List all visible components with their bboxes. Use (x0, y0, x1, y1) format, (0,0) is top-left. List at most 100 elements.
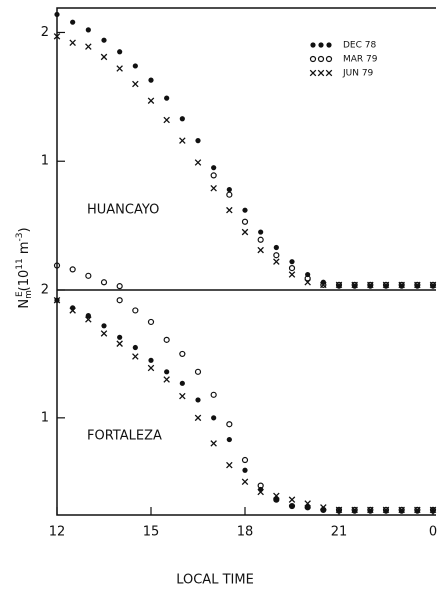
data-point (351, 506, 358, 513)
y-tick-label: 1 (41, 410, 49, 425)
data-point (226, 421, 233, 428)
data-point (132, 307, 139, 314)
data-point (163, 116, 170, 124)
y-axis-label-part: E (15, 291, 25, 297)
data-point (226, 206, 233, 214)
data-point (226, 186, 232, 193)
data-point (382, 281, 390, 289)
data-point (132, 353, 139, 360)
legend-marker (325, 69, 333, 77)
data-point (179, 350, 186, 358)
y-tick-label: 2 (41, 283, 49, 298)
data-point (273, 496, 280, 503)
data-point (179, 137, 186, 144)
data-point (382, 281, 390, 288)
data-point (241, 218, 249, 225)
data-point (398, 281, 405, 288)
data-point (242, 207, 248, 213)
data-point (257, 246, 264, 254)
data-point (132, 63, 138, 69)
legend-marker (309, 55, 317, 63)
data-point (70, 19, 76, 25)
data-point (288, 496, 296, 503)
data-point (367, 281, 374, 289)
data-point (53, 262, 61, 269)
data-point (273, 497, 279, 503)
data-point (210, 172, 217, 179)
data-point (304, 504, 311, 511)
x-tick-label: 18 (237, 525, 254, 540)
data-point (429, 281, 437, 288)
data-point (367, 506, 374, 514)
legend-marker (310, 42, 316, 48)
data-point (335, 281, 343, 288)
data-point (211, 415, 217, 421)
y-axis-label-part: -3 (15, 233, 25, 242)
y-tick-label: 2 (41, 25, 49, 40)
data-point (351, 281, 358, 289)
data-point (85, 272, 92, 279)
data-point (429, 281, 437, 289)
data-point (226, 461, 233, 469)
data-point (117, 49, 123, 55)
data-point (147, 97, 155, 104)
data-point (414, 506, 421, 514)
data-point (241, 228, 249, 236)
legend-marker (309, 69, 317, 77)
data-point (257, 488, 264, 496)
data-point (195, 138, 201, 144)
data-point (53, 33, 61, 40)
data-point (273, 244, 279, 251)
data-point (179, 392, 186, 400)
data-point (367, 281, 374, 288)
data-point (116, 340, 123, 347)
data-point (304, 275, 311, 282)
data-point (398, 506, 405, 514)
x-tick-label: 0 (429, 525, 437, 540)
data-point (194, 414, 202, 422)
y-axis-label-part: N (17, 299, 32, 309)
data-point (257, 482, 264, 489)
data-point (116, 283, 123, 290)
data-point (241, 456, 249, 464)
data-point (414, 281, 421, 289)
data-point (85, 43, 92, 50)
data-point (117, 334, 123, 340)
legend-label: JUN 79 (342, 69, 374, 79)
data-point (288, 271, 296, 278)
data-point (351, 281, 358, 288)
legend-marker (318, 42, 324, 48)
data-point (320, 281, 327, 288)
data-point (101, 323, 107, 329)
data-point (69, 266, 76, 273)
x-tick-label: 21 (331, 525, 348, 540)
data-point (132, 344, 138, 351)
y-tick-label: 1 (41, 154, 49, 169)
data-point (116, 65, 123, 72)
data-point (147, 364, 155, 372)
y-axis-label-part: ) (17, 227, 32, 232)
legend-marker (317, 55, 325, 63)
data-point (273, 252, 280, 259)
data-point (210, 391, 217, 398)
data-point (304, 500, 311, 507)
data-point (210, 185, 217, 192)
y-axis-label-part: 11 (15, 258, 25, 269)
data-point (85, 316, 92, 323)
annotation: FORTALEZA (87, 429, 162, 444)
data-point (148, 77, 154, 83)
data-point (194, 159, 202, 166)
data-point (85, 27, 91, 33)
data-point (414, 281, 421, 288)
data-point (194, 368, 202, 375)
data-point (258, 229, 264, 235)
data-point (211, 165, 217, 171)
legend-label: DEC 78 (343, 41, 376, 51)
data-point (164, 369, 170, 375)
data-point (382, 506, 390, 513)
data-point (304, 279, 311, 286)
data-point (288, 265, 296, 272)
y-axis-label: NmE(1011 m-3) (15, 227, 34, 308)
x-axis-label: LOCAL TIME (176, 573, 254, 588)
